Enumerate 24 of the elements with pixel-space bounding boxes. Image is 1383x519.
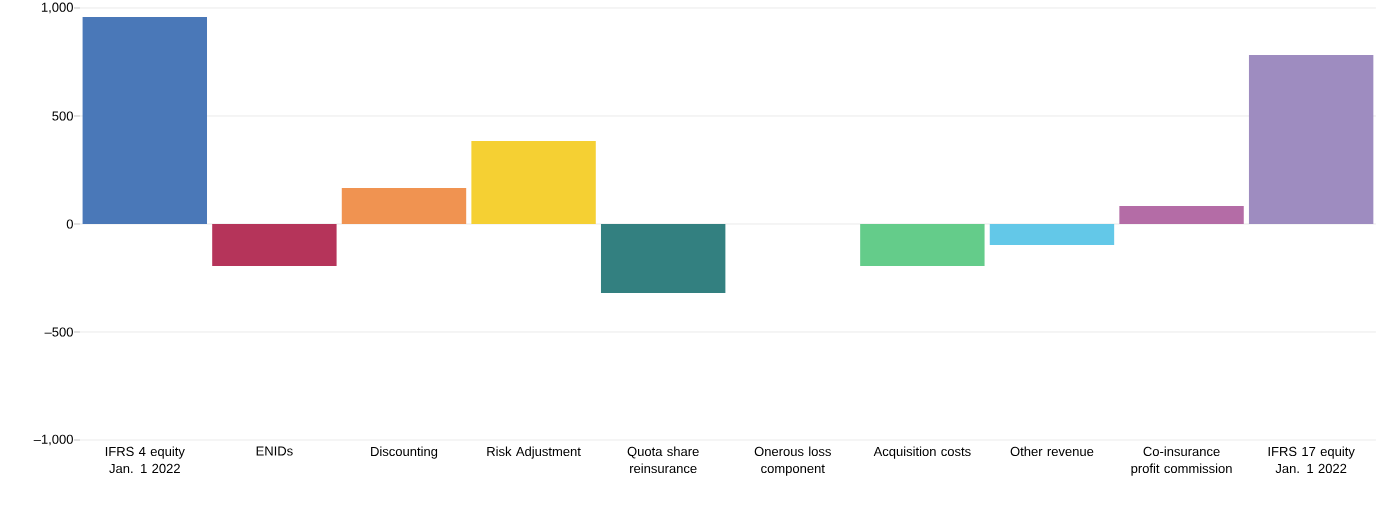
y-tick-label: 1,000 [41,2,73,14]
x-tick-label: IFRS 4 equity Jan. 1 2022 [105,446,185,474]
bar [341,187,467,224]
bar [471,141,596,224]
y-tick-label: 500 [52,111,73,121]
bar [989,224,1115,245]
bar [860,224,985,266]
bar [82,17,207,224]
x-tick-label: ENIDs [256,446,293,456]
bar [1248,55,1374,224]
x-tick-label: Other revenue [1010,446,1094,457]
y-tick-label: –500 [44,327,73,337]
x-tick-label: Discounting [371,446,438,459]
bar [212,224,337,266]
x-tick-label: Quota share reinsurance [627,446,699,474]
y-tick-label: –1,000 [33,434,73,446]
bar [1119,206,1244,224]
y-tick-label: 0 [66,219,73,229]
bar [600,224,726,293]
x-tick-label: Co-insurance profit commission [1131,446,1232,476]
x-tick-label: Risk Adjustment [487,446,581,459]
x-tick-label: IFRS 17 equity Jan. 1 2022 [1268,446,1355,474]
x-tick-label: Acquisition costs [873,446,971,459]
x-tick-label: Onerous loss component [754,446,831,476]
